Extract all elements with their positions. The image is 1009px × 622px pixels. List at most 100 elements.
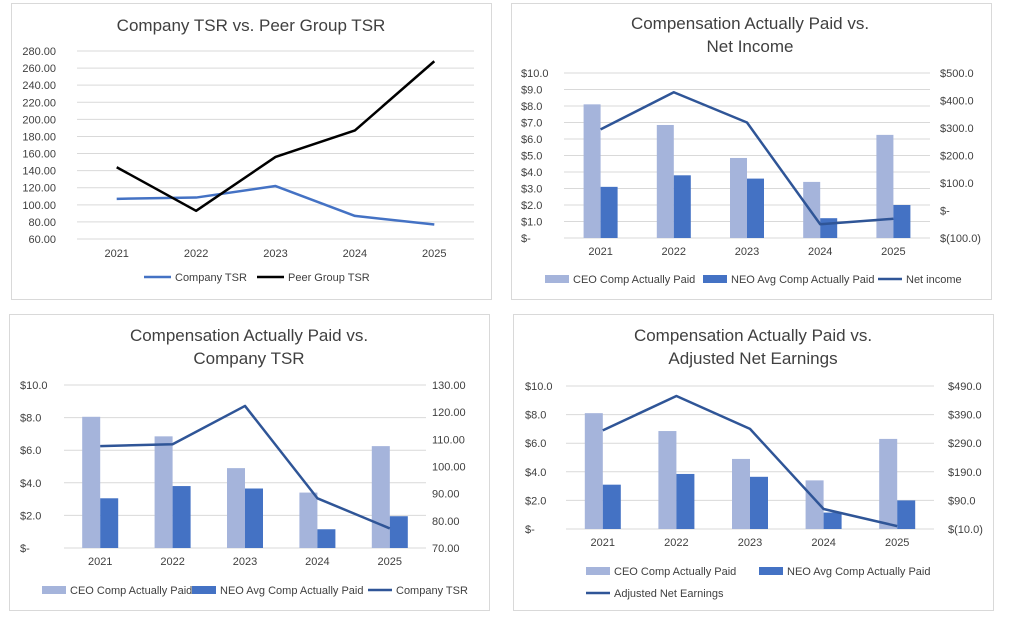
left-y-tick-label: $5.0 <box>521 151 542 163</box>
series-line <box>600 91 894 226</box>
bar-neo <box>600 186 618 238</box>
right-y-tick-label: $200.0 <box>940 151 974 163</box>
legend-label: Adjusted Net Earnings <box>614 588 724 600</box>
bar-ceo <box>879 438 898 529</box>
left-y-tick-label: $- <box>521 233 531 245</box>
chart-title-line-1: Compensation Actually Paid vs. <box>130 326 368 345</box>
x-tick-label: 2022 <box>664 537 688 549</box>
x-tick-label: 2025 <box>422 248 446 260</box>
left-y-tick-label: $10.0 <box>20 380 48 392</box>
chart-title-line-1: Compensation Actually Paid vs. <box>634 326 872 345</box>
legend-swatch <box>759 567 783 575</box>
left-y-tick-label: $4.0 <box>20 478 41 490</box>
y-tick-label: 240.00 <box>22 80 56 92</box>
x-tick-label: 2023 <box>233 556 257 568</box>
chart-panel-tsr: Company TSR vs. Peer Group TSR 60.00 80.0… <box>11 3 492 300</box>
left-y-tick-label: $1.0 <box>521 217 542 229</box>
chart-company-tsr: Compensation Actually Paid vs. Company T… <box>20 326 468 597</box>
bar-neo <box>673 175 691 238</box>
left-y-tick-label: $2.0 <box>525 495 546 507</box>
legend-label: NEO Avg Comp Actually Paid <box>220 585 363 597</box>
x-tick-label: 2025 <box>885 537 909 549</box>
chart-title-line-2: Adjusted Net Earnings <box>668 349 837 368</box>
right-y-tick-label: $290.0 <box>948 438 982 450</box>
bar-ceo <box>658 431 677 529</box>
bar-neo <box>676 473 695 529</box>
bar-ceo <box>82 416 101 548</box>
bar-neo <box>747 178 764 238</box>
left-y-tick-label: $10.0 <box>525 381 553 393</box>
chart-adjusted-net-earnings: Compensation Actually Paid vs. Adjusted … <box>525 326 983 600</box>
chart-panel-company-tsr: Compensation Actually Paid vs. Company T… <box>9 314 490 611</box>
legend-label: CEO Comp Actually Paid <box>614 566 736 578</box>
x-tick-label: 2025 <box>881 246 905 258</box>
series-line <box>116 184 435 226</box>
x-tick-label: 2023 <box>263 248 287 260</box>
right-y-tick-label: $(100.0) <box>940 233 981 245</box>
y-tick-label: 200.00 <box>22 114 56 126</box>
x-tick-label: 2021 <box>588 246 612 258</box>
series-line <box>116 60 436 213</box>
left-y-tick-label: $- <box>20 543 30 555</box>
legend-swatch <box>545 275 569 283</box>
bar-neo <box>317 529 336 548</box>
bar-ceo <box>656 124 674 238</box>
legend-swatch <box>42 586 66 594</box>
left-y-tick-label: $9.0 <box>521 85 542 97</box>
bar-neo <box>893 205 911 238</box>
x-tick-label: 2021 <box>104 248 128 260</box>
bar-neo <box>172 486 191 548</box>
left-y-tick-label: $2.0 <box>20 510 41 522</box>
right-y-tick-label: 90.00 <box>432 489 460 501</box>
right-y-tick-label: $100.0 <box>940 178 974 190</box>
y-tick-label: 80.00 <box>28 217 56 229</box>
chart-title-line-1: Compensation Actually Paid vs. <box>631 14 869 33</box>
chart-panel-net-income: Compensation Actually Paid vs. Net Incom… <box>511 3 992 300</box>
right-y-tick-label: $390.0 <box>948 410 982 422</box>
x-tick-label: 2024 <box>343 248 367 260</box>
x-tick-label: 2023 <box>738 537 762 549</box>
bar-ceo <box>732 458 750 529</box>
bar-neo <box>897 500 916 529</box>
bar-neo <box>823 512 842 529</box>
x-tick-label: 2022 <box>160 556 184 568</box>
right-y-tick-label: $490.0 <box>948 381 982 393</box>
legend-label: Peer Group TSR <box>288 272 370 284</box>
right-y-tick-label: $- <box>940 206 950 218</box>
legend-swatch <box>586 567 610 575</box>
left-y-tick-label: $8.0 <box>521 101 542 113</box>
left-y-tick-label: $4.0 <box>521 167 542 179</box>
bar-ceo <box>154 436 173 548</box>
y-tick-label: 140.00 <box>22 166 56 178</box>
right-y-tick-label: 110.00 <box>432 434 465 446</box>
x-tick-label: 2022 <box>662 246 686 258</box>
bar-ceo <box>803 181 821 238</box>
left-y-tick-label: $6.0 <box>20 445 41 457</box>
legend-label: CEO Comp Actually Paid <box>573 274 695 286</box>
x-tick-label: 2024 <box>811 537 835 549</box>
y-tick-label: 60.00 <box>28 234 56 246</box>
legend-swatch <box>703 275 727 283</box>
left-y-tick-label: $8.0 <box>20 413 41 425</box>
bar-ceo <box>583 104 601 238</box>
right-y-tick-label: 80.00 <box>432 516 460 528</box>
bar-ceo <box>730 157 747 238</box>
bar-neo <box>602 484 621 529</box>
x-tick-label: 2024 <box>808 246 832 258</box>
y-tick-label: 160.00 <box>22 149 56 161</box>
right-y-tick-label: $300.0 <box>940 123 974 135</box>
bar-neo <box>245 488 263 548</box>
chart-tsr: Company TSR vs. Peer Group TSR 60.00 80.0… <box>22 16 474 284</box>
left-y-tick-label: $4.0 <box>525 467 546 479</box>
chart-title: Company TSR vs. Peer Group TSR <box>117 16 386 35</box>
legend-label: CEO Comp Actually Paid <box>70 585 192 597</box>
right-y-tick-label: 100.00 <box>432 462 466 474</box>
x-tick-label: 2021 <box>591 537 615 549</box>
legend-label: Company TSR <box>396 585 468 597</box>
legend-swatch <box>192 586 216 594</box>
chart-panel-adjusted-net-earnings: Compensation Actually Paid vs. Adjusted … <box>513 314 994 611</box>
bar-ceo <box>876 134 894 238</box>
bar-neo <box>750 476 768 529</box>
left-y-tick-label: $3.0 <box>521 184 542 196</box>
bar-neo <box>820 218 838 238</box>
